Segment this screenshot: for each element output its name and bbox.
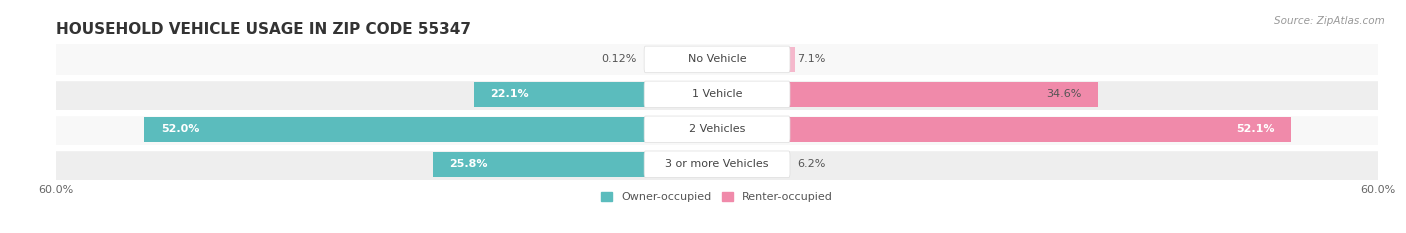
Text: 1 Vehicle: 1 Vehicle [692,89,742,99]
Bar [474,82,717,107]
Text: 25.8%: 25.8% [450,159,488,169]
Bar [145,117,717,142]
Bar [56,149,1378,180]
Text: Source: ZipAtlas.com: Source: ZipAtlas.com [1274,16,1385,26]
Text: 2 Vehicles: 2 Vehicles [689,124,745,134]
Bar [717,117,1291,142]
FancyBboxPatch shape [644,81,790,108]
Legend: Owner-occupied, Renter-occupied: Owner-occupied, Renter-occupied [596,188,838,207]
Text: No Vehicle: No Vehicle [688,55,747,64]
Text: 52.0%: 52.0% [160,124,200,134]
Bar [56,114,1378,145]
Bar [56,44,1378,75]
FancyBboxPatch shape [644,151,790,178]
Bar [433,152,717,177]
Bar [717,82,1098,107]
Bar [717,152,786,177]
Text: 34.6%: 34.6% [1046,89,1081,99]
Text: 52.1%: 52.1% [1236,124,1274,134]
Text: HOUSEHOLD VEHICLE USAGE IN ZIP CODE 55347: HOUSEHOLD VEHICLE USAGE IN ZIP CODE 5534… [56,22,471,37]
FancyBboxPatch shape [644,116,790,143]
Text: 3 or more Vehicles: 3 or more Vehicles [665,159,769,169]
Text: 22.1%: 22.1% [491,89,529,99]
Text: 0.12%: 0.12% [602,55,637,64]
FancyBboxPatch shape [644,46,790,73]
Bar [56,79,1378,110]
Text: 7.1%: 7.1% [797,55,825,64]
Text: 6.2%: 6.2% [797,159,825,169]
Bar [717,47,796,72]
